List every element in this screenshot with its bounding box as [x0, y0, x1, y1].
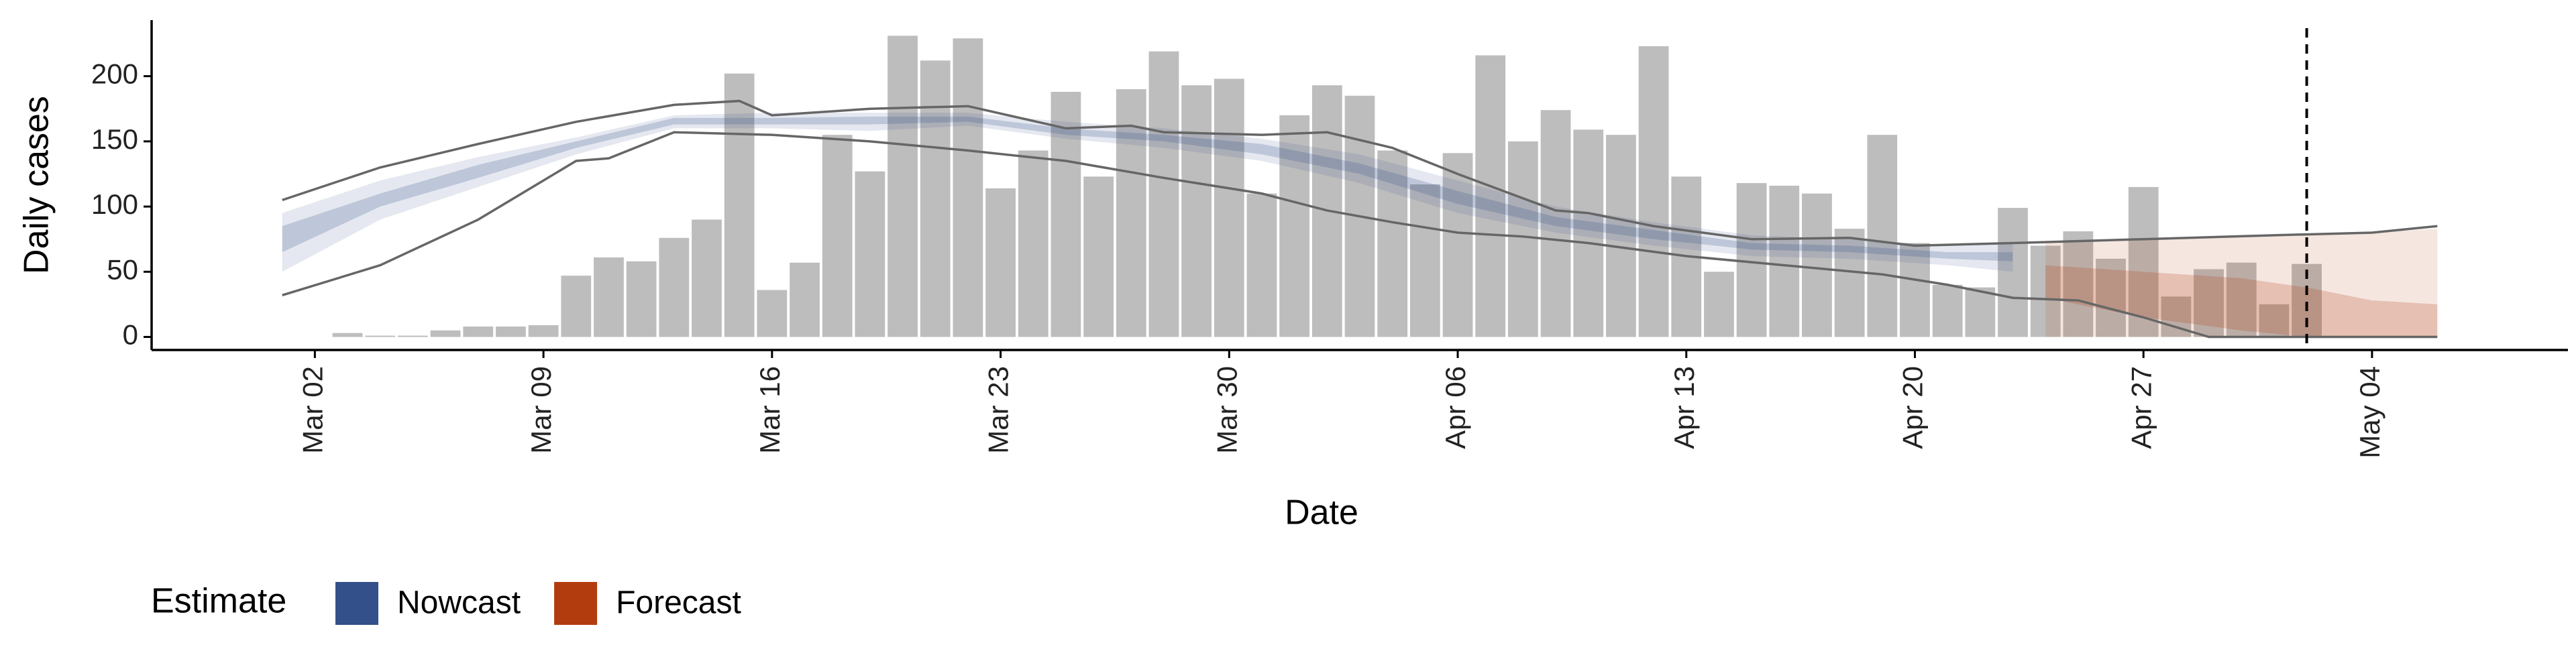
bar [594, 257, 624, 337]
x-tick-label: Mar 09 [525, 366, 557, 454]
bar [2063, 231, 2094, 337]
bar [1214, 78, 1244, 337]
bar [2096, 258, 2126, 337]
x-tick-label: Mar 30 [1211, 366, 1242, 454]
legend-label: Nowcast [397, 585, 521, 621]
x-tick-label: Apr 27 [2125, 366, 2157, 449]
bar [430, 330, 461, 337]
bar [365, 335, 396, 337]
bar [2030, 245, 2061, 337]
bar [2194, 269, 2224, 337]
x-tick-label: May 04 [2354, 366, 2385, 459]
bar [1409, 184, 1440, 337]
bar [1540, 110, 1571, 337]
bar [1475, 55, 1506, 337]
y-tick-label: 0 [123, 319, 138, 351]
bar [2259, 304, 2290, 337]
bar [1442, 153, 1473, 337]
bar [626, 261, 657, 337]
bar [692, 219, 722, 337]
bar [1279, 115, 1310, 337]
line [282, 99, 2438, 247]
bar [496, 326, 526, 337]
bar [1507, 141, 1538, 337]
bar [1638, 46, 1669, 337]
bar [1246, 193, 1277, 337]
bar [1573, 129, 1604, 337]
bar [1998, 208, 2028, 337]
bar [1377, 150, 1408, 337]
bar [332, 333, 363, 337]
x-axis-title: Date [1285, 493, 1358, 532]
legend-swatch [335, 582, 378, 625]
bar [822, 135, 853, 337]
x-tick-label: Mar 23 [983, 366, 1014, 454]
y-tick-label: 100 [91, 188, 138, 220]
x-tick-label: Mar 02 [297, 366, 328, 454]
y-tick-label: 200 [91, 58, 138, 90]
y-tick-label: 150 [91, 123, 138, 155]
bar [561, 276, 592, 337]
band [2045, 265, 2438, 337]
bar [1736, 183, 1767, 337]
bar [1148, 51, 1179, 337]
bar [1769, 185, 1800, 337]
bar [398, 335, 428, 337]
bar [1704, 272, 1734, 337]
x-tick-label: Mar 16 [754, 366, 786, 454]
bar [2226, 262, 2257, 337]
bar [1834, 229, 1865, 337]
y-tick-label: 50 [107, 253, 138, 285]
bar [1051, 91, 1081, 337]
bar [985, 188, 1016, 337]
bar [1867, 135, 1898, 337]
legend-label: Forecast [616, 585, 741, 621]
bar [790, 262, 820, 337]
bar [463, 326, 494, 337]
bar [1965, 287, 1996, 337]
bar [724, 73, 755, 337]
bar [1802, 193, 1832, 337]
bar [1932, 284, 1963, 337]
legend-swatch [554, 582, 598, 625]
band [282, 113, 2013, 272]
bar [855, 171, 885, 337]
x-tick-label: Apr 20 [1897, 366, 1929, 449]
bar [888, 36, 918, 337]
x-tick-label: Apr 13 [1668, 366, 1700, 449]
line [282, 131, 2438, 339]
bar [920, 60, 951, 337]
bar [659, 237, 690, 337]
x-tick-label: Apr 06 [1440, 366, 1471, 449]
bar [1900, 243, 1930, 337]
bar [1606, 135, 1636, 337]
bar [953, 38, 983, 337]
band [2045, 229, 2438, 337]
y-axis-title: Daily cases [17, 96, 56, 274]
bar [1116, 89, 1146, 337]
legend-title: Estimate [151, 582, 286, 621]
bar [757, 290, 788, 337]
bar [528, 325, 559, 337]
bar [1181, 85, 1212, 337]
bar [1018, 150, 1049, 337]
bar [2128, 186, 2159, 337]
band [282, 116, 2013, 261]
bar [1083, 176, 1114, 337]
